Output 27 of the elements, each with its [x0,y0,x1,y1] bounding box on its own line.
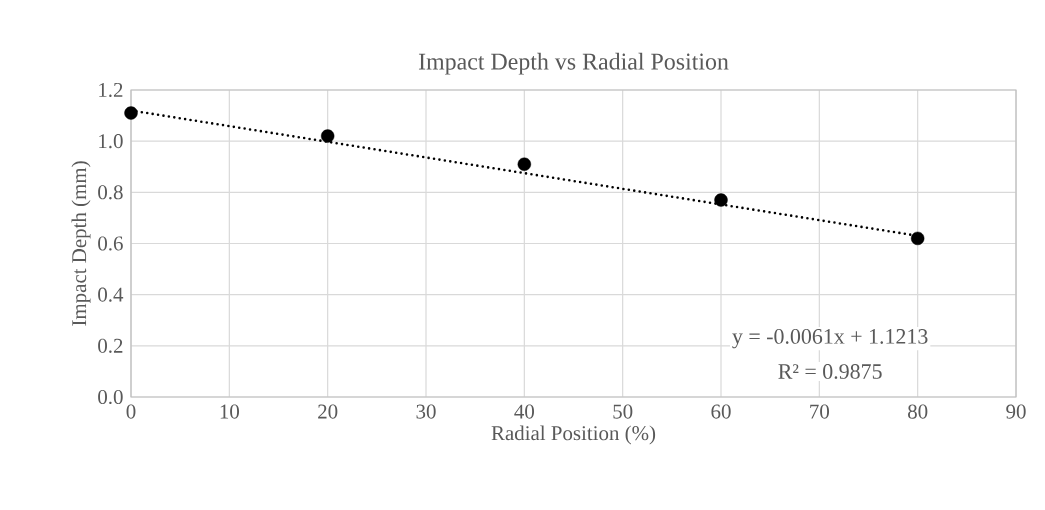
x-tick-label: 60 [711,404,731,419]
chart-title: Impact Depth vs Radial Position [418,52,729,75]
y-tick-label: 0.0 [98,389,123,405]
point [320,129,335,143]
point [714,193,728,207]
y-tick-label: 0.6 [98,236,123,251]
x-tick-label: 0 [126,404,136,419]
point [517,157,532,171]
x-tick-label: 80 [908,404,928,419]
point [911,231,925,246]
x-tick-label: 20 [318,404,338,419]
y-axis-title: Impact Depth (mm) [71,161,91,326]
x-tick-label: 30 [416,404,436,419]
y-tick-label: 1.0 [99,134,123,149]
x-tick-label: 90 [1006,404,1026,419]
x-tick-label: 50 [613,404,633,419]
x-axis-title: Radial Position (%) [491,425,656,445]
y-tick-label: 1.2 [99,82,123,98]
x-tick-label: 10 [220,404,240,419]
annotation: y = -0.0061x + 1.1213 [732,329,928,349]
annotation: R² = 0.9875 [778,364,882,379]
y-tick-label: 0.2 [98,338,123,353]
point [124,106,138,120]
y-tick-label: 0.8 [98,185,123,200]
x-tick-label: 70 [810,404,830,419]
y-tick-label: 0.4 [98,287,124,302]
x-tick-label: 40 [514,404,535,419]
